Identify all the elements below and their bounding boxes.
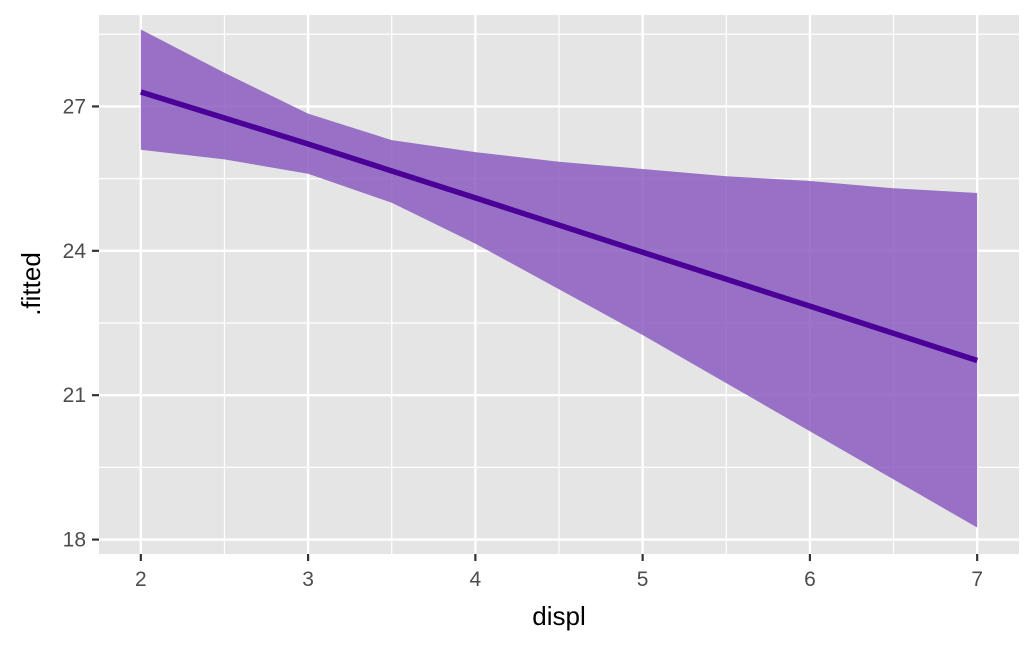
x-tick-label: 2 (135, 568, 147, 591)
y-tick-label: 27 (63, 95, 86, 118)
x-tick-label: 6 (804, 568, 816, 591)
y-axis-title: .fitted (16, 252, 46, 316)
x-axis: 2 3 4 5 6 7 (135, 554, 983, 591)
x-tick-label: 5 (637, 568, 649, 591)
y-axis: 18 21 24 27 (63, 95, 99, 552)
x-tick-label: 4 (470, 568, 482, 591)
confidence-ribbon (140, 29, 978, 528)
y-tick-label: 18 (63, 529, 86, 552)
major-grid (99, 15, 1019, 554)
fitted-line (140, 89, 979, 364)
x-axis-title: displ (532, 601, 585, 631)
x-tick-label: 3 (302, 568, 314, 591)
y-tick-label: 24 (63, 240, 87, 263)
x-tick-label: 7 (971, 568, 983, 591)
y-tick-label: 21 (63, 384, 86, 407)
